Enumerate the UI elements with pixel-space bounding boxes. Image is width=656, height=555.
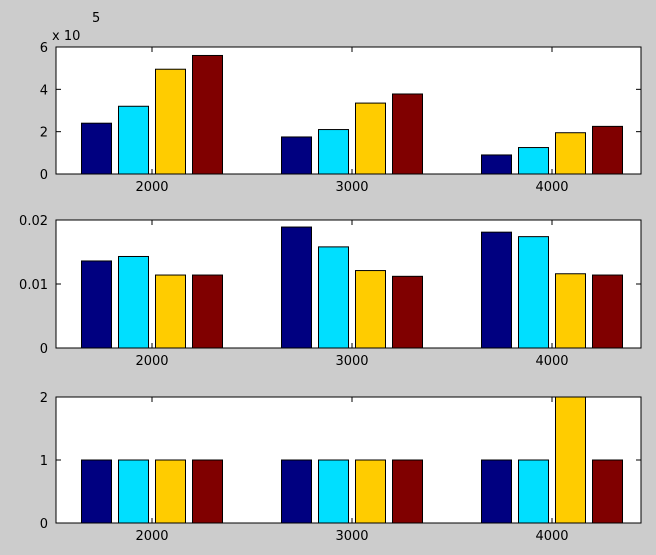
y-tick-label: 2 (40, 126, 48, 141)
bar-3000-series-2 (318, 129, 349, 175)
bar-4000-series-4 (592, 125, 623, 175)
bar-2000-series-1 (81, 459, 112, 524)
bar-3000-series-1 (281, 136, 312, 175)
x-tick-label: 3000 (335, 180, 368, 195)
bar-3000-series-2 (318, 246, 349, 349)
exponent-base-label: x 10 (52, 29, 80, 44)
y-tick-label: 6 (40, 41, 48, 56)
bar-3000-series-1 (281, 459, 312, 524)
bar-4000-series-3 (555, 132, 586, 175)
bar-2000-series-3 (155, 274, 186, 349)
y-tick-label: 4 (40, 83, 48, 98)
subplot-1: 0 2 4 6 2000 3000 4000 x 10 5 (40, 11, 642, 195)
bar-4000-series-3 (555, 396, 586, 524)
y-tick-label: 0 (40, 342, 48, 357)
bar-2000-series-1 (81, 122, 112, 175)
bar-2000-series-2 (118, 105, 149, 175)
x-tick-label: 3000 (335, 529, 368, 544)
y-tick-label: 0.01 (19, 278, 48, 293)
x-tick-label: 4000 (535, 529, 568, 544)
bar-2000-series-4 (192, 459, 223, 524)
y-tick-label: 0 (40, 168, 48, 183)
y-tick-label: 0 (40, 517, 48, 532)
bar-4000-series-4 (592, 459, 623, 524)
exponent-power-label: 5 (92, 11, 100, 26)
bar-4000-series-2 (518, 459, 549, 524)
bar-4000-series-4 (592, 274, 623, 349)
bar-2000-series-1 (81, 260, 112, 349)
bar-2000-series-2 (118, 255, 149, 349)
bar-2000-series-4 (192, 54, 223, 175)
bar-3000-series-3 (355, 102, 386, 175)
bar-3000-series-1 (281, 226, 312, 349)
bar-4000-series-2 (518, 147, 549, 175)
x-tick-label: 2000 (135, 529, 168, 544)
bar-4000-series-1 (481, 231, 512, 349)
x-tick-label: 4000 (535, 354, 568, 369)
bar-2000-series-3 (155, 459, 186, 524)
x-tick-label: 3000 (335, 354, 368, 369)
x-tick-label: 2000 (135, 180, 168, 195)
bar-3000-series-4 (392, 275, 423, 349)
bar-3000-series-2 (318, 459, 349, 524)
bar-2000-series-2 (118, 459, 149, 524)
x-tick-label: 4000 (535, 180, 568, 195)
bar-4000-series-2 (518, 236, 549, 349)
bar-3000-series-3 (355, 270, 386, 349)
bar-4000-series-1 (481, 459, 512, 524)
bar-2000-series-3 (155, 68, 186, 175)
bar-3000-series-3 (355, 459, 386, 524)
y-tick-label: 1 (40, 454, 48, 469)
subplot-3: 0 1 2 2000 3000 4000 (40, 391, 642, 544)
bar-3000-series-4 (392, 459, 423, 524)
y-tick-label: 2 (40, 391, 48, 406)
x-tick-label: 2000 (135, 354, 168, 369)
y-tick-label: 0.02 (19, 214, 48, 229)
bar-2000-series-4 (192, 274, 223, 349)
bar-4000-series-1 (481, 154, 512, 175)
bar-4000-series-3 (555, 273, 586, 349)
subplot-2: 0 0.01 0.02 2000 3000 4000 (19, 214, 642, 369)
bar-3000-series-4 (392, 93, 423, 175)
